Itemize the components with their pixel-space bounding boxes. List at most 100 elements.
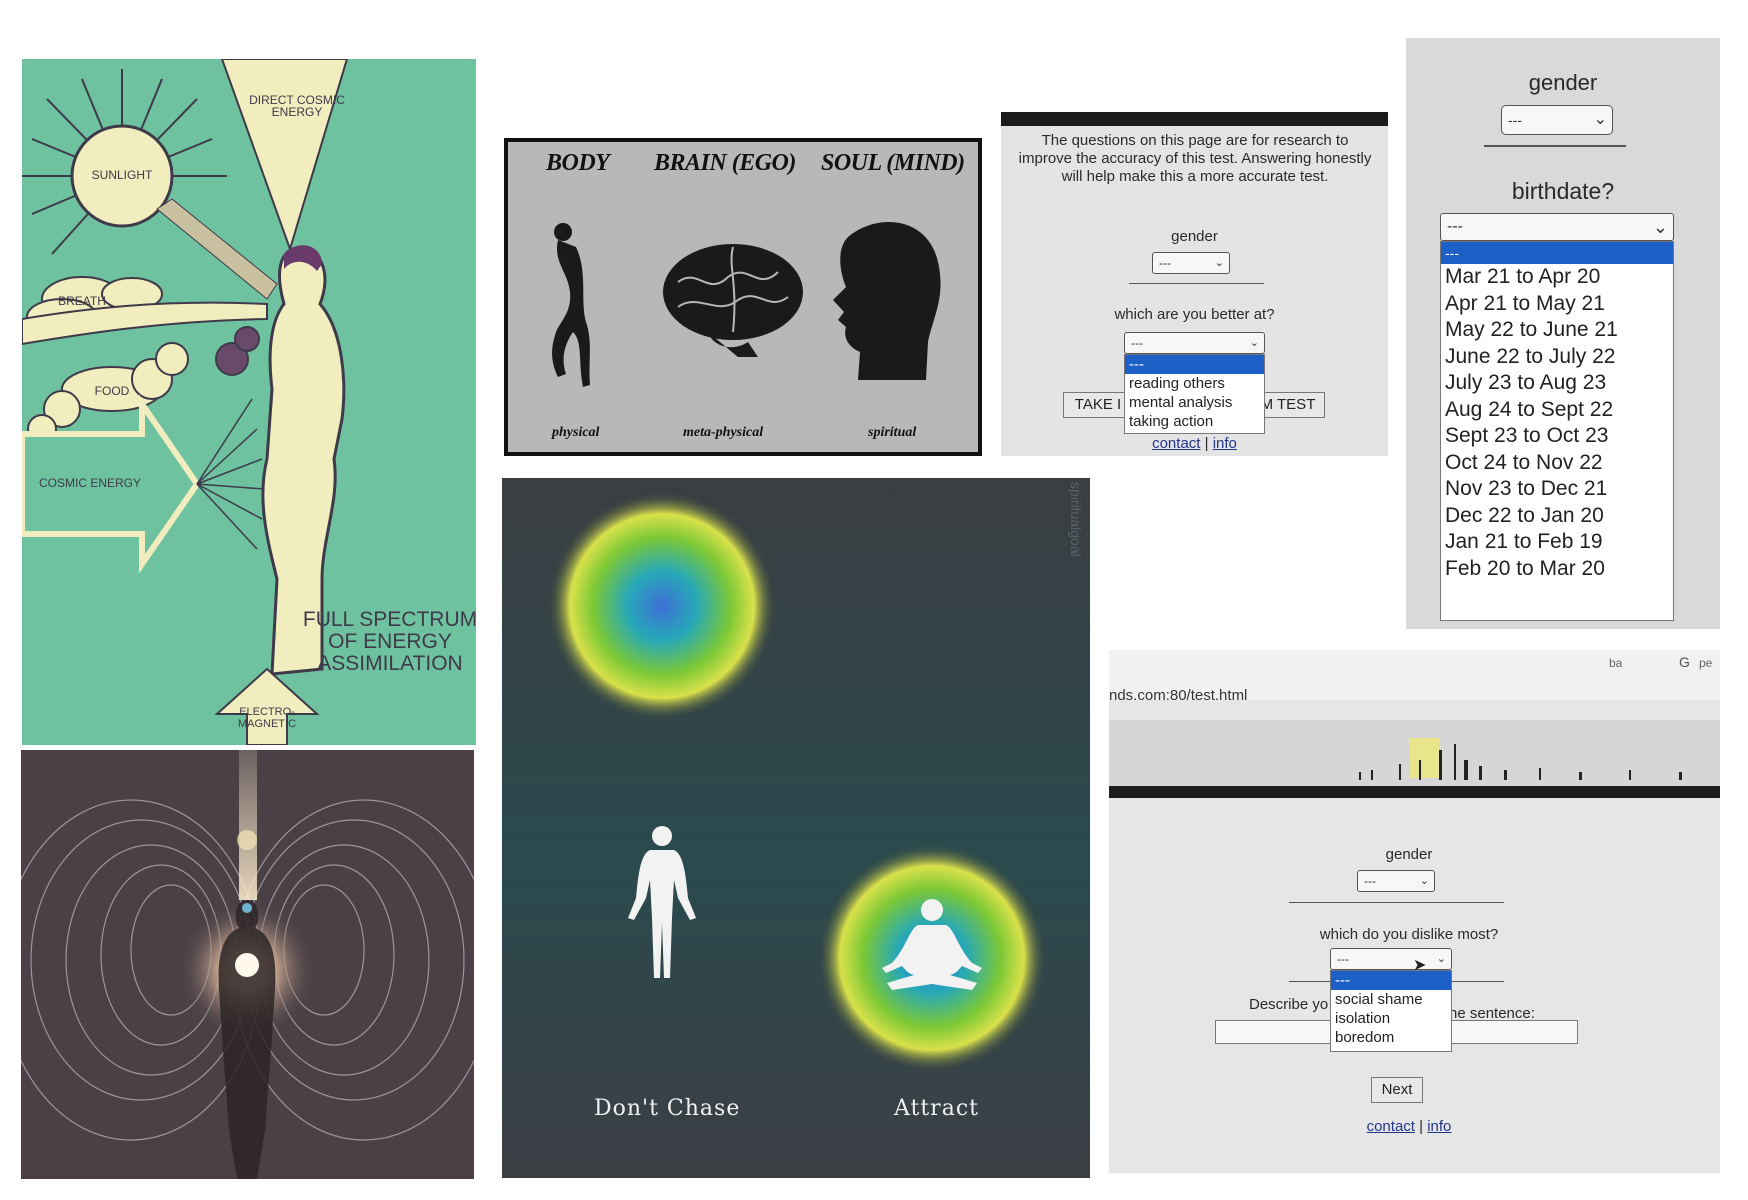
dropdown-option[interactable]: mental analysis xyxy=(1129,394,1233,411)
birthdate-select-value: --- xyxy=(1447,218,1463,235)
chase-attract-illustration xyxy=(502,478,1090,1178)
energy-field-image xyxy=(21,750,474,1179)
divider xyxy=(1129,283,1264,284)
better-at-select-value: --- xyxy=(1131,336,1143,350)
dropdown-option[interactable]: Apr 21 to May 21 xyxy=(1445,291,1605,315)
watermark: spiritualgoal xyxy=(1068,482,1084,557)
attract-label: Attract xyxy=(894,1096,979,1121)
audio-waveform-strip xyxy=(1109,720,1720,786)
bbs-illustrations xyxy=(552,222,941,387)
energy-assimilation-poster: DIRECT COSMIC ENERGY SUNLIGHT BREATH FOO… xyxy=(22,59,476,745)
footer-meta-physical: meta-physical xyxy=(683,425,764,440)
dont-chase-attract-poster: spiritualgoal Don't Chase Attract xyxy=(502,478,1090,1178)
better-at-select[interactable]: --- ⌄ xyxy=(1124,332,1265,354)
gender-label: gender xyxy=(1528,70,1598,95)
sunlight-label: SUNLIGHT xyxy=(91,168,153,182)
gender-select[interactable]: --- ⌄ xyxy=(1501,105,1613,135)
footer-spiritual: spiritual xyxy=(868,425,917,440)
breath-label: BREATH xyxy=(58,294,106,308)
footer-physical: physical xyxy=(552,425,600,440)
mouse-cursor-icon: ➤ xyxy=(1413,957,1427,974)
chevron-down-icon: ⌄ xyxy=(1593,111,1607,128)
dont-chase-label: Don't Chase xyxy=(594,1096,741,1121)
torus-field-illustration xyxy=(21,750,474,1179)
heading-body: BODY xyxy=(546,150,610,176)
gender-select[interactable]: --- ⌄ xyxy=(1152,252,1230,274)
screen-bezel xyxy=(1109,786,1720,798)
birthdate-form-photo: gender --- ⌄ birthdate? --- ⌄ --- Mar 21… xyxy=(1406,38,1720,629)
heading-brain: BRAIN (EGO) xyxy=(654,150,796,176)
dropdown-option[interactable]: June 22 to July 22 xyxy=(1445,344,1616,368)
gender-select-value: --- xyxy=(1159,256,1171,270)
dropdown-option[interactable]: July 23 to Aug 23 xyxy=(1445,371,1607,394)
browser-tab-text-2: pe xyxy=(1699,656,1713,670)
footer-links: contact | info xyxy=(1001,435,1388,452)
better-at-dropdown[interactable]: --- reading others mental analysis takin… xyxy=(1124,354,1265,434)
describe-label-left: Describe yo xyxy=(1249,996,1329,1013)
contact-link[interactable]: contact xyxy=(1152,435,1201,452)
dislike-select[interactable]: --- ⌄ xyxy=(1330,948,1452,970)
info-link[interactable]: info xyxy=(1212,435,1237,452)
chevron-down-icon: ⌄ xyxy=(1214,257,1224,269)
question-label: which are you better at? xyxy=(1114,306,1275,323)
dropdown-option[interactable]: taking action xyxy=(1129,413,1214,430)
gender-select-value: --- xyxy=(1364,874,1376,888)
standing-person-icon xyxy=(628,826,696,978)
poster-title-line-3: ASSIMILATION xyxy=(317,652,463,675)
waveform-icon xyxy=(1359,738,1682,780)
link-separator: | xyxy=(1204,435,1209,452)
dropdown-option[interactable]: Jan 21 to Feb 19 xyxy=(1445,530,1603,553)
dropdown-option[interactable]: Sept 23 to Oct 23 xyxy=(1445,424,1609,447)
birthdate-dropdown[interactable]: --- Mar 21 to Apr 20 Apr 21 to May 21 Ma… xyxy=(1440,241,1674,621)
divider xyxy=(1484,145,1626,147)
dislike-select-value: --- xyxy=(1337,952,1349,966)
link-separator: | xyxy=(1419,1118,1424,1135)
dropdown-option[interactable]: boredom xyxy=(1335,1029,1395,1046)
dropdown-option[interactable]: May 22 to June 21 xyxy=(1445,318,1618,341)
chevron-down-icon: ⌄ xyxy=(1419,875,1429,887)
dropdown-option[interactable]: Nov 23 to Dec 21 xyxy=(1445,477,1608,500)
next-button[interactable]: Next xyxy=(1371,1077,1423,1103)
dropdown-option[interactable]: Oct 24 to Nov 22 xyxy=(1445,450,1603,474)
energy-poster-illustration xyxy=(22,59,349,745)
url-text[interactable]: nds.com:80/test.html xyxy=(1109,687,1248,704)
contact-link[interactable]: contact xyxy=(1366,1118,1415,1135)
chevron-down-icon: ⌄ xyxy=(1436,953,1446,965)
dislike-dropdown[interactable]: --- social shame isolation boredom xyxy=(1330,970,1452,1052)
energy-orb-top xyxy=(547,491,777,721)
direct-cosmic-label: DIRECT COSMIC ENERGY xyxy=(249,93,345,119)
gender-label: gender xyxy=(1171,228,1218,245)
dropdown-option[interactable]: --- xyxy=(1125,355,1264,374)
chevron-down-icon: ⌄ xyxy=(1652,217,1668,237)
dislike-form-photo: ba G pe nds.com:80/test.html gender --- … xyxy=(1109,650,1720,1173)
dropdown-option[interactable]: Feb 20 to Mar 20 xyxy=(1445,556,1605,580)
chevron-down-icon: ⌄ xyxy=(1249,337,1259,349)
research-form-photo: The questions on this page are for resea… xyxy=(1001,112,1388,456)
heading-soul: SOUL (MIND) xyxy=(821,150,965,176)
dropdown-option[interactable]: Mar 21 to Apr 20 xyxy=(1445,265,1601,288)
gender-select[interactable]: --- ⌄ xyxy=(1357,870,1435,892)
head-silhouette-icon xyxy=(833,222,941,380)
cosmic-energy-label: COSMIC ENERGY xyxy=(38,476,141,490)
gender-label: gender xyxy=(1385,846,1433,863)
browser-top-bar xyxy=(1109,650,1720,700)
google-icon[interactable]: G xyxy=(1679,654,1690,670)
poster-title-line-1: FULL SPECTRUM xyxy=(302,608,476,631)
dropdown-option[interactable]: --- xyxy=(1441,242,1673,264)
take-test-button[interactable]: TAKE I xyxy=(1063,392,1133,418)
birthdate-select[interactable]: --- ⌄ xyxy=(1440,213,1674,241)
dropdown-option[interactable]: social shame xyxy=(1335,991,1423,1008)
question-label: which do you dislike most? xyxy=(1319,926,1499,943)
dropdown-option[interactable]: Aug 24 to Sept 22 xyxy=(1445,397,1614,421)
dropdown-option[interactable]: reading others xyxy=(1129,375,1225,392)
dropdown-option[interactable]: isolation xyxy=(1335,1010,1391,1027)
meditating-person-icon xyxy=(882,899,982,990)
birthdate-label: birthdate? xyxy=(1511,178,1615,204)
info-link[interactable]: info xyxy=(1427,1118,1452,1135)
body-brain-soul-card: BODY BRAIN (EGO) SOUL (MIND) physical me… xyxy=(504,138,982,456)
dropdown-option[interactable]: Dec 22 to Jan 20 xyxy=(1445,503,1604,527)
divider xyxy=(1289,902,1504,903)
electro-magnetic-label: ELECTRO- MAGNETIC xyxy=(237,706,297,730)
research-intro-text: The questions on this page are for resea… xyxy=(1018,132,1372,185)
dropdown-option[interactable]: --- xyxy=(1331,971,1451,990)
